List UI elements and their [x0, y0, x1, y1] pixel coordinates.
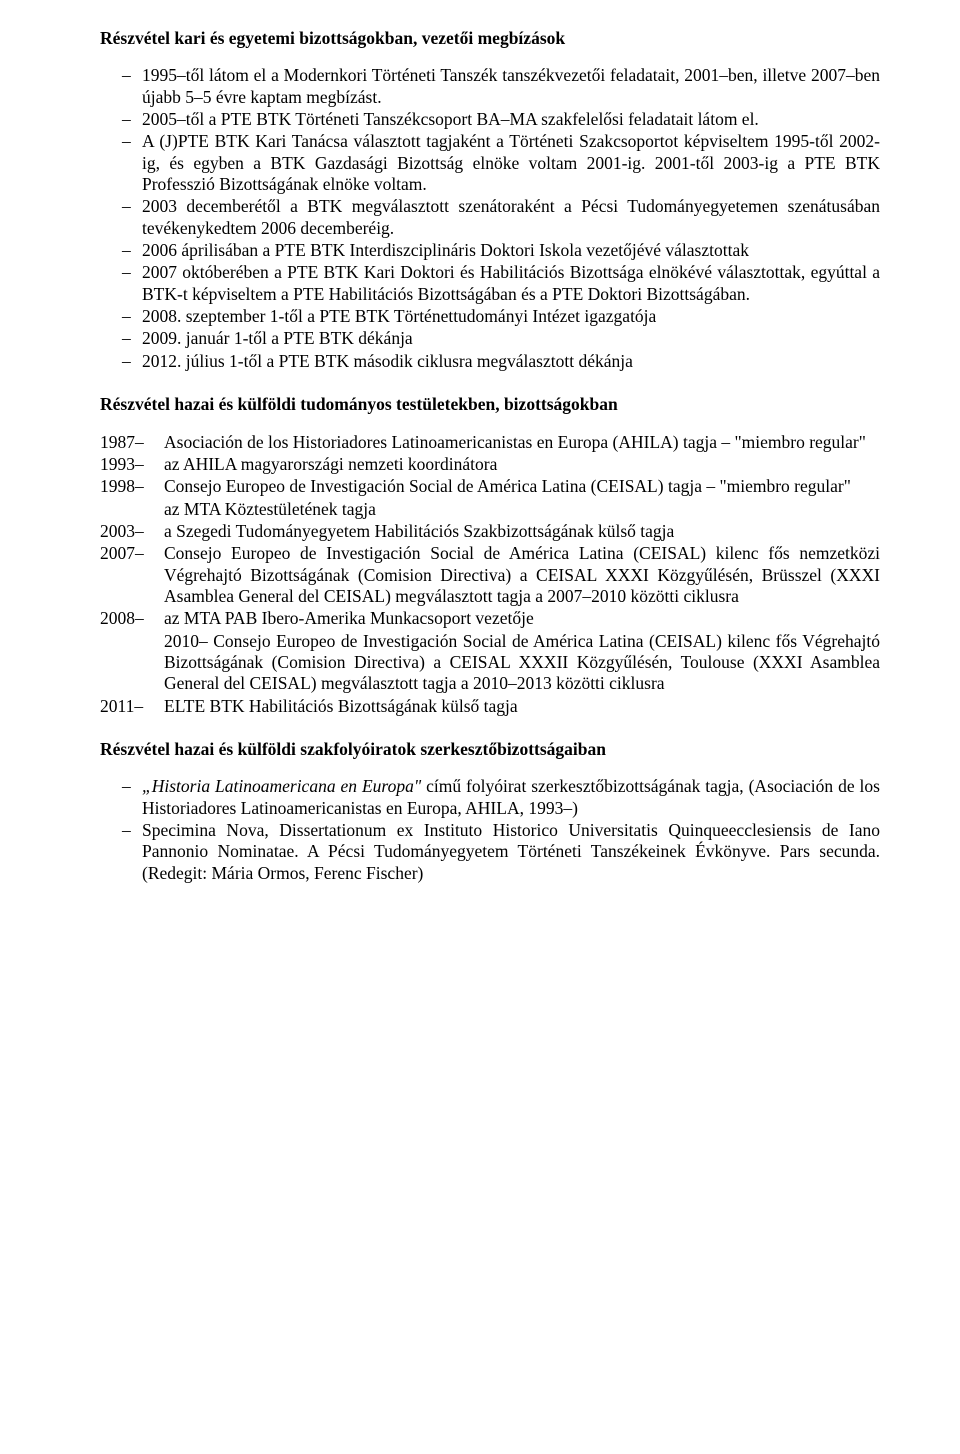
- year-label: 2011–: [100, 696, 164, 717]
- year-list-item: az MTA Köztestületének tagja: [100, 499, 880, 520]
- year-list-item: 2010– Consejo Europeo de Investigación S…: [100, 631, 880, 695]
- year-list-item: 2008–az MTA PAB Ibero-Amerika Munkacsopo…: [100, 608, 880, 629]
- list-item: A (J)PTE BTK Kari Tanácsa választott tag…: [100, 131, 880, 195]
- list-item-text: Specimina Nova, Dissertationum ex Instit…: [142, 820, 880, 883]
- year-label: [100, 631, 164, 695]
- section-heading-2: Részvétel hazai és külföldi tudományos t…: [100, 394, 880, 415]
- list-item: 2012. július 1-től a PTE BTK második cik…: [100, 351, 880, 372]
- year-text: Consejo Europeo de Investigación Social …: [164, 476, 880, 497]
- bullet-list-1: 1995–től látom el a Modernkori Történeti…: [100, 65, 880, 372]
- year-label: [100, 499, 164, 520]
- year-text: a Szegedi Tudományegyetem Habilitációs S…: [164, 521, 880, 542]
- year-list-item: 1993–az AHILA magyarországi nemzeti koor…: [100, 454, 880, 475]
- list-item: 1995–től látom el a Modernkori Történeti…: [100, 65, 880, 108]
- section-heading-3: Részvétel hazai és külföldi szakfolyóira…: [100, 739, 880, 760]
- year-text: az MTA Köztestületének tagja: [164, 499, 880, 520]
- list-item: 2005–től a PTE BTK Történeti Tanszékcsop…: [100, 109, 880, 130]
- year-label: 1998–: [100, 476, 164, 497]
- year-label: 1993–: [100, 454, 164, 475]
- year-list: 1987–Asociación de los Historiadores Lat…: [100, 432, 880, 717]
- section-heading-1: Részvétel kari és egyetemi bizottságokba…: [100, 28, 880, 49]
- year-list-item: 2011–ELTE BTK Habilitációs Bizottságának…: [100, 696, 880, 717]
- list-item: 2003 decemberétől a BTK megválasztott sz…: [100, 196, 880, 239]
- year-text: 2010– Consejo Europeo de Investigación S…: [164, 631, 880, 695]
- year-label: 2008–: [100, 608, 164, 629]
- year-list-item: 2003–a Szegedi Tudományegyetem Habilitác…: [100, 521, 880, 542]
- year-label: 2007–: [100, 543, 164, 607]
- year-text: Consejo Europeo de Investigación Social …: [164, 543, 880, 607]
- year-text: az MTA PAB Ibero-Amerika Munkacsoport ve…: [164, 608, 880, 629]
- year-label: 2003–: [100, 521, 164, 542]
- list-item: 2009. január 1-től a PTE BTK dékánja: [100, 328, 880, 349]
- italic-title: „Historia Latinoamericana en Europa": [142, 776, 421, 796]
- year-list-item: 1987–Asociación de los Historiadores Lat…: [100, 432, 880, 453]
- list-item: 2006 áprilisában a PTE BTK Interdiszcipl…: [100, 240, 880, 261]
- list-item: 2007 októberében a PTE BTK Kari Doktori …: [100, 262, 880, 305]
- year-text: ELTE BTK Habilitációs Bizottságának küls…: [164, 696, 880, 717]
- year-text: az AHILA magyarországi nemzeti koordinát…: [164, 454, 880, 475]
- year-text: Asociación de los Historiadores Latinoam…: [164, 432, 880, 453]
- list-item: Specimina Nova, Dissertationum ex Instit…: [100, 820, 880, 884]
- year-label: 1987–: [100, 432, 164, 453]
- list-item: „Historia Latinoamericana en Europa" cím…: [100, 776, 880, 819]
- year-list-item: 2007–Consejo Europeo de Investigación So…: [100, 543, 880, 607]
- bullet-list-3: „Historia Latinoamericana en Europa" cím…: [100, 776, 880, 884]
- year-list-item: 1998–Consejo Europeo de Investigación So…: [100, 476, 880, 497]
- list-item: 2008. szeptember 1-től a PTE BTK Történe…: [100, 306, 880, 327]
